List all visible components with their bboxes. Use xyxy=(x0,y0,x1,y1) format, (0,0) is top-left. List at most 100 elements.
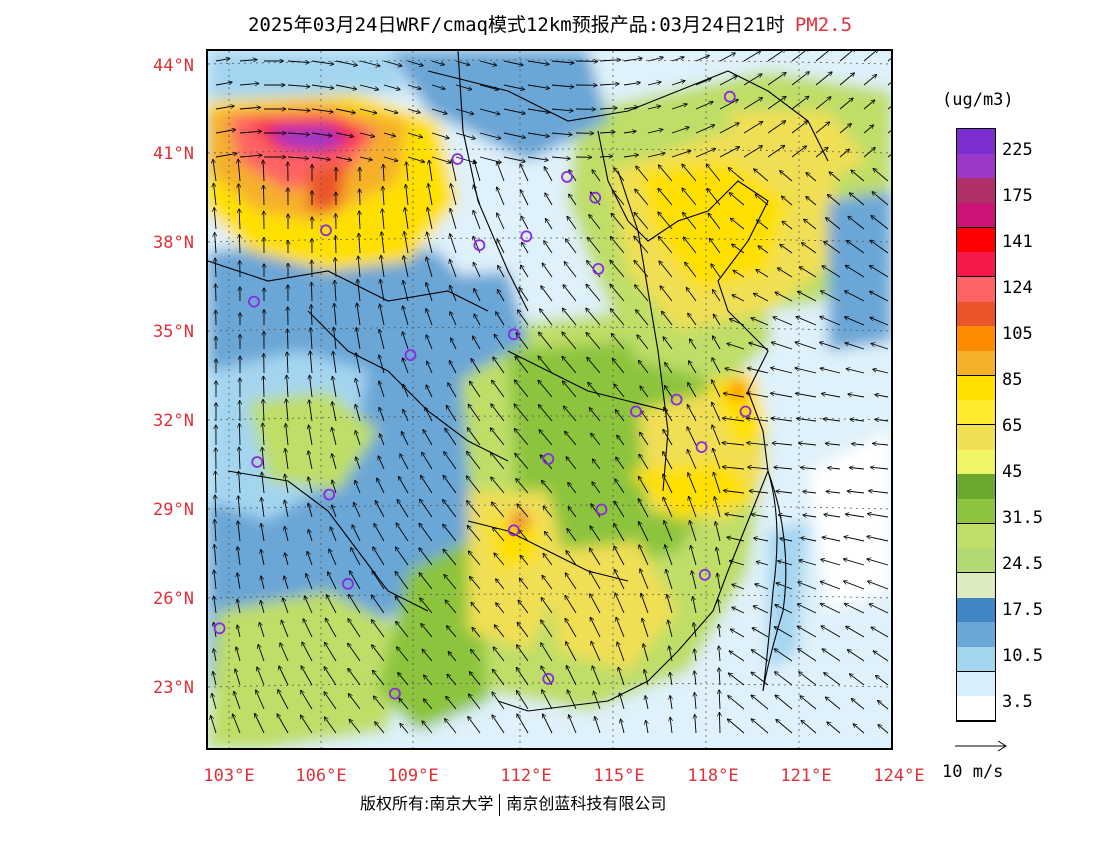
city-marker[interactable] xyxy=(629,405,642,418)
wind-arrow xyxy=(493,357,505,374)
city-marker[interactable] xyxy=(341,577,354,590)
wind-arrow xyxy=(451,184,457,206)
wind-arrow xyxy=(775,292,793,302)
wind-arrow xyxy=(503,108,525,114)
city-marker[interactable] xyxy=(698,568,711,581)
wind-arrow xyxy=(725,368,745,374)
city-marker[interactable] xyxy=(695,441,708,454)
wind-arrow xyxy=(796,393,817,398)
wind-arrow xyxy=(623,58,642,62)
wind-arrow xyxy=(335,132,354,137)
city-marker[interactable] xyxy=(404,349,417,362)
city-marker[interactable] xyxy=(595,503,608,516)
wind-arrow xyxy=(287,157,309,159)
wind-arrow xyxy=(349,594,361,614)
wind-arrow xyxy=(727,537,745,542)
wind-arrow xyxy=(797,626,817,638)
lat-label-41: 41°N xyxy=(153,144,194,164)
wind-arrow xyxy=(544,241,553,254)
wind-arrow xyxy=(563,285,577,302)
wind-arrow xyxy=(876,676,889,686)
wind-arrow xyxy=(307,551,313,566)
wind-arrow xyxy=(716,547,721,566)
wind-arrow xyxy=(419,523,433,542)
city-marker[interactable] xyxy=(388,687,401,700)
wind-arrow xyxy=(590,548,601,566)
wind-arrow xyxy=(527,84,550,88)
lon-label-118: 118°E xyxy=(687,766,739,786)
wind-arrow xyxy=(791,146,806,158)
wind-arrow xyxy=(643,644,649,662)
wind-arrow xyxy=(332,376,337,398)
city-marker[interactable] xyxy=(507,524,520,537)
wind-arrow xyxy=(565,431,577,446)
city-marker[interactable] xyxy=(739,405,752,418)
legend-label-45: 45 xyxy=(1002,462,1023,482)
colorbar-swatch xyxy=(957,203,995,229)
wind-arrow xyxy=(519,530,529,542)
lon-label-124: 124°E xyxy=(873,766,925,786)
wind-arrow xyxy=(682,164,697,182)
city-marker[interactable] xyxy=(320,224,332,237)
city-marker[interactable] xyxy=(723,90,736,103)
wind-arrow xyxy=(638,360,649,374)
lat-label-32: 32°N xyxy=(153,411,194,431)
city-marker[interactable] xyxy=(670,393,683,406)
wind-arrow xyxy=(614,523,625,542)
city-marker[interactable] xyxy=(323,488,336,501)
city-marker[interactable] xyxy=(520,230,533,243)
city-marker[interactable] xyxy=(473,239,486,252)
wind-arrow xyxy=(379,407,385,422)
city-marker[interactable] xyxy=(542,453,555,465)
wind-arrow xyxy=(403,281,409,302)
city-marker[interactable] xyxy=(589,191,602,204)
wind-arrow xyxy=(473,336,481,350)
wind-arrow xyxy=(777,268,793,278)
city-marker[interactable] xyxy=(507,328,520,341)
wind-arrow xyxy=(732,607,745,614)
wind-arrow xyxy=(694,649,696,662)
wind-arrow xyxy=(447,626,457,638)
wind-arrow xyxy=(213,159,217,182)
city-marker[interactable] xyxy=(248,295,260,308)
city-marker[interactable] xyxy=(542,672,555,685)
wind-arrow xyxy=(635,189,649,206)
wind-arrow xyxy=(407,108,420,113)
wind-arrow xyxy=(421,624,433,638)
wind-arrow xyxy=(743,146,762,158)
wind-arrow xyxy=(795,342,817,350)
wind-arrow xyxy=(492,502,505,518)
city-marker[interactable] xyxy=(592,262,605,275)
city-marker[interactable] xyxy=(213,622,226,635)
wind-arrow xyxy=(473,210,481,230)
wind-arrow xyxy=(658,212,673,230)
wind-arrow xyxy=(684,237,697,254)
wind-arrow xyxy=(379,355,385,374)
wind-arrow xyxy=(815,72,832,86)
wind-arrow xyxy=(538,356,553,374)
wind-arrow xyxy=(445,600,457,614)
wind-arrow xyxy=(425,407,433,422)
wind-arrow xyxy=(614,569,625,590)
wind-arrow xyxy=(642,618,649,638)
wind-arrow xyxy=(589,571,601,590)
wind-arrow xyxy=(590,617,601,638)
pm25-concentration-map[interactable] xyxy=(206,49,893,750)
wind-arrow xyxy=(521,216,529,230)
wind-arrow xyxy=(538,405,553,422)
wind-arrow xyxy=(589,408,601,422)
wind-arrow xyxy=(848,394,865,398)
wind-arrow xyxy=(730,629,745,638)
wind-arrow xyxy=(237,599,241,614)
wind-arrow xyxy=(758,246,769,254)
wind-arrow xyxy=(791,121,808,134)
wind-arrow xyxy=(845,265,865,278)
wind-arrow xyxy=(310,375,313,398)
wind-arrow xyxy=(496,312,505,326)
wind-arrow xyxy=(887,82,891,86)
city-marker[interactable] xyxy=(451,153,464,165)
wind-arrow xyxy=(647,106,661,110)
city-marker[interactable] xyxy=(251,456,264,468)
wind-arrow xyxy=(468,717,481,734)
city-marker[interactable] xyxy=(561,171,573,183)
